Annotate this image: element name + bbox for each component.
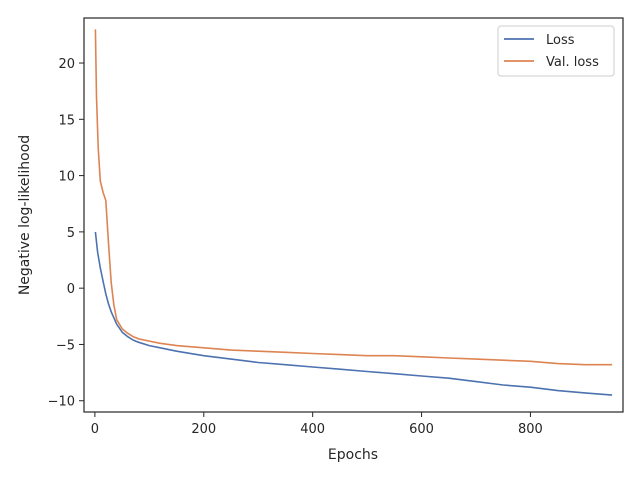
x-axis: 0 200 400 600 800 <box>91 412 543 437</box>
x-tick-label: 400 <box>300 422 325 437</box>
y-tick-label: −10 <box>48 395 75 410</box>
legend-label: Loss <box>546 33 575 48</box>
y-tick-label: 20 <box>58 57 75 72</box>
plot-frame <box>83 17 624 413</box>
x-tick-label: 200 <box>191 422 216 437</box>
x-axis-title: Epochs <box>328 447 378 463</box>
plot-lines <box>94 29 613 396</box>
y-axis-title: Negative log-likelihood <box>17 135 33 295</box>
series-line-1 <box>94 231 613 396</box>
x-tick-label: 0 <box>91 422 99 437</box>
y-tick-label: 10 <box>58 170 75 185</box>
y-tick-label: 0 <box>67 282 75 297</box>
legend: Loss Val. loss <box>497 25 615 77</box>
y-tick-label: 15 <box>58 113 75 128</box>
x-tick-label: 600 <box>409 422 434 437</box>
y-axis: −10 −5 0 5 10 15 20 <box>48 57 84 410</box>
y-tick-label: −5 <box>56 338 75 353</box>
series-line-2 <box>94 29 613 366</box>
x-tick-label: 800 <box>518 422 543 437</box>
legend-label: Val. loss <box>546 55 599 70</box>
y-tick-label: 5 <box>67 226 75 241</box>
